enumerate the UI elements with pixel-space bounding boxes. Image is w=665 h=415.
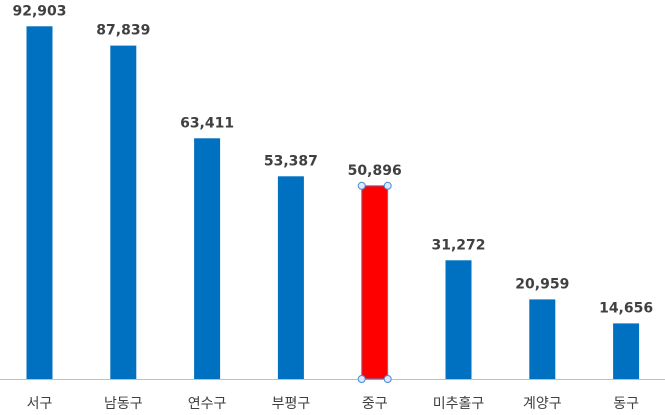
selection-handle-1[interactable] [357, 181, 366, 190]
bar-8[interactable] [613, 323, 640, 379]
selection-handle-3[interactable] [357, 375, 366, 383]
category-label-6: 미추홀구 [433, 396, 485, 412]
data-label-3: 63,411 [180, 115, 234, 131]
category-label-4: 부평구 [272, 396, 311, 412]
labels-layer: 92,903 서구 87,839 남동구 63,411 연수구 53,387 부평구 50,89… [12, 3, 653, 412]
data-label-2: 87,839 [96, 23, 150, 39]
selection-handle-4[interactable] [383, 375, 392, 383]
category-label-5: 중구 [362, 396, 388, 412]
category-label-7: 계양구 [523, 396, 562, 412]
category-label-3: 연수구 [188, 396, 227, 412]
bar-7[interactable] [529, 299, 556, 379]
bar-5[interactable] [361, 185, 388, 379]
data-label-7: 20,959 [515, 276, 569, 292]
data-label-1: 92,903 [12, 3, 66, 19]
category-label-8: 동구 [613, 396, 639, 412]
bar-2[interactable] [110, 45, 137, 379]
bar-3[interactable] [194, 138, 221, 379]
data-label-5: 50,896 [348, 163, 402, 179]
bar-4[interactable] [277, 176, 304, 379]
category-label-2: 남동구 [104, 396, 143, 412]
selection-handle-2[interactable] [383, 181, 392, 190]
selection-layer [357, 181, 392, 383]
category-label-1: 서구 [27, 396, 53, 412]
bar-1[interactable] [26, 26, 53, 380]
selection-outline [361, 185, 389, 380]
bar-6[interactable] [445, 260, 472, 379]
data-label-8: 14,656 [599, 300, 653, 316]
data-label-4: 53,387 [264, 153, 318, 169]
bars-layer [26, 26, 640, 380]
data-label-6: 31,272 [431, 237, 485, 253]
